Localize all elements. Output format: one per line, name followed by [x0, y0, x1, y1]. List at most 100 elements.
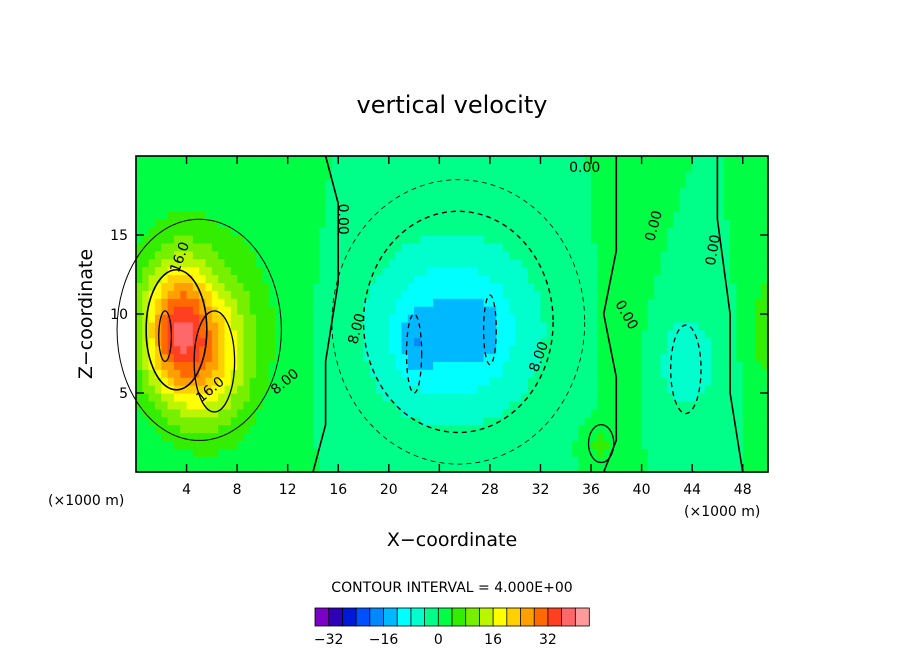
field-cell [584, 156, 592, 165]
field-cell [439, 187, 447, 197]
field-cell [319, 393, 327, 402]
field-cell [761, 282, 769, 291]
field-cell [508, 219, 516, 228]
field-cell [445, 203, 453, 212]
field-cell [578, 385, 586, 394]
field-cell [186, 306, 194, 315]
field-cell [180, 274, 188, 283]
field-cell [673, 424, 681, 434]
field-cell [521, 211, 529, 220]
field-cell [230, 156, 238, 165]
field-cell [306, 369, 314, 378]
field-cell [224, 321, 232, 331]
field-cell [218, 369, 226, 378]
field-cell [508, 258, 516, 268]
field-cell [584, 448, 592, 457]
field-cell [641, 385, 649, 394]
field-cell [673, 156, 681, 165]
field-cell [161, 242, 169, 252]
field-cell [350, 361, 358, 370]
field-cell [616, 385, 624, 394]
field-cell [243, 306, 251, 315]
field-cell [205, 400, 213, 410]
field-cell [761, 195, 769, 204]
field-cell [603, 266, 611, 276]
field-cell [698, 282, 706, 291]
field-cell [578, 393, 586, 402]
field-cell [148, 408, 156, 418]
field-cell [515, 321, 523, 331]
field-cell [186, 258, 194, 268]
field-cell [641, 235, 649, 244]
field-cell [401, 203, 409, 212]
field-cell [414, 211, 421, 220]
field-cell [616, 306, 624, 315]
field-cell [173, 258, 181, 268]
field-cell [401, 156, 409, 165]
field-cell [458, 171, 466, 181]
field-cell [167, 345, 175, 355]
field-cell [256, 329, 263, 339]
field-cell [508, 195, 516, 204]
field-cell [186, 211, 194, 220]
field-cell [369, 203, 377, 212]
field-cell [167, 416, 175, 426]
field-cell [749, 424, 756, 434]
field-cell [249, 306, 257, 315]
field-cell [369, 464, 377, 473]
field-cell [515, 163, 523, 173]
field-cell [502, 464, 510, 473]
field-cell [287, 329, 295, 339]
field-cell [344, 321, 352, 331]
field-cell [584, 211, 592, 220]
field-cell [610, 235, 617, 244]
field-cell [647, 179, 655, 189]
field-cell [249, 235, 257, 244]
field-cell [749, 179, 756, 189]
field-cell [369, 266, 377, 276]
field-cell [281, 203, 289, 212]
field-cell [401, 337, 409, 347]
field-cell [275, 400, 282, 410]
field-cell [578, 282, 586, 291]
field-cell [433, 274, 440, 283]
field-cell [711, 329, 719, 339]
field-cell [243, 203, 251, 212]
field-cell [496, 227, 504, 236]
field-cell [730, 274, 737, 283]
field-cell [331, 337, 339, 347]
field-cell [433, 306, 440, 315]
field-cell [382, 464, 390, 473]
field-cell [237, 408, 245, 418]
field-cell [666, 179, 674, 189]
field-cell [148, 329, 156, 339]
field-cell [635, 353, 643, 362]
field-cell [433, 369, 440, 378]
field-cell [749, 235, 756, 244]
field-cell [717, 227, 725, 236]
field-cell [711, 258, 719, 268]
field-cell [167, 171, 175, 181]
field-cell [635, 329, 643, 339]
field-cell [591, 163, 598, 173]
field-cell [407, 171, 415, 181]
field-cell [230, 408, 238, 418]
field-cell [338, 258, 346, 268]
field-cell [357, 266, 365, 276]
field-cell [717, 448, 725, 457]
field-cell [470, 235, 478, 244]
field-cell [344, 385, 352, 394]
field-cell [521, 258, 529, 268]
field-cell [395, 432, 403, 441]
field-cell [692, 345, 700, 355]
field-cell [666, 321, 674, 331]
field-cell [344, 329, 352, 339]
field-cell [685, 274, 693, 283]
field-cell [452, 432, 459, 441]
field-cell [363, 306, 371, 315]
field-cell [256, 306, 263, 315]
field-cell [572, 448, 579, 457]
colorbar [314, 607, 590, 627]
field-cell [369, 290, 377, 299]
field-cell [218, 306, 226, 315]
